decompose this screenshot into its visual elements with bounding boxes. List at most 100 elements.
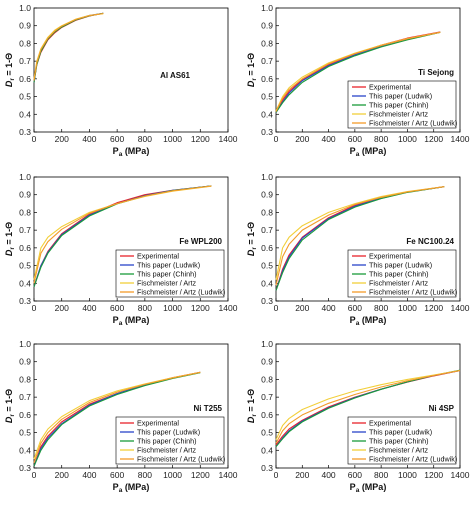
y-tick-label: 1.0 (261, 339, 273, 349)
y-tick-label: 0.8 (19, 207, 31, 217)
x-tick-label: 1200 (424, 303, 443, 313)
x-tick-label: 1000 (398, 303, 417, 313)
material-label: Fe WPL200 (179, 237, 222, 246)
x-tick-label: 200 (295, 470, 309, 480)
x-tick-label: 600 (110, 470, 124, 480)
x-tick-label: 1000 (398, 470, 417, 480)
x-tick-label: 1200 (191, 303, 210, 313)
y-tick-label: 0.9 (19, 190, 31, 200)
y-tick-label: 0.4 (261, 109, 273, 119)
x-tick-label: 400 (82, 134, 96, 144)
series-line (275, 31, 441, 112)
y-tick-label: 0.3 (261, 127, 273, 137)
x-tick-label: 1400 (219, 303, 238, 313)
x-tick-label: 1400 (451, 303, 470, 313)
x-tick-label: 800 (374, 303, 388, 313)
y-tick-label: 0.5 (261, 428, 273, 438)
x-tick-label: 1000 (163, 470, 182, 480)
x-tick-label: 600 (110, 303, 124, 313)
y-axis-label: Dr = 1-Θ (4, 222, 16, 256)
legend-entry: Fischmeister / Artz (Ludwik) (369, 288, 457, 297)
chart-panel: 0.3 0.4 0.5 0.6 0.7 0.8 0.9 1.0 0 200 400 600 800 100… (4, 3, 238, 158)
y-tick-label: 0.3 (19, 463, 31, 473)
y-tick-label: 0.8 (19, 374, 31, 384)
series-line (275, 370, 461, 440)
x-tick-label: 400 (82, 303, 96, 313)
legend-entry: Experimental (137, 419, 179, 428)
material-label: Fe NC100.24 (406, 237, 454, 246)
legend-entry: Fischmeister / Artz (369, 446, 429, 455)
x-tick-label: 200 (295, 134, 309, 144)
x-tick-label: 1400 (451, 470, 470, 480)
y-tick-label: 0.9 (261, 357, 273, 367)
x-tick-label: 400 (321, 134, 335, 144)
y-tick-label: 1.0 (19, 3, 31, 13)
chart-panel: 0.3 0.4 0.5 0.6 0.7 0.8 0.9 1.0 0 200 400 600 800 100… (4, 172, 238, 327)
y-tick-label: 0.3 (19, 296, 31, 306)
y-tick-label: 0.6 (261, 74, 273, 84)
y-tick-label: 0.9 (261, 190, 273, 200)
y-tick-label: 0.6 (19, 74, 31, 84)
y-tick-label: 0.5 (19, 428, 31, 438)
legend-entry: This paper (Chinh) (137, 437, 197, 446)
y-tick-label: 0.6 (19, 410, 31, 420)
x-tick-label: 200 (55, 303, 69, 313)
legend-entry: Experimental (369, 83, 411, 92)
x-tick-label: 0 (32, 134, 37, 144)
x-tick-label: 800 (138, 303, 152, 313)
x-tick-label: 1400 (219, 134, 238, 144)
y-tick-label: 0.9 (19, 357, 31, 367)
legend-entry: Fischmeister / Artz (137, 279, 197, 288)
x-tick-label: 200 (295, 303, 309, 313)
x-tick-label: 0 (32, 303, 37, 313)
y-tick-label: 0.3 (19, 127, 31, 137)
material-label: Ni 4SP (429, 404, 455, 413)
legend-entry: Fischmeister / Artz (Ludwik) (369, 455, 457, 464)
x-tick-label: 800 (138, 134, 152, 144)
legend-entry: Experimental (369, 252, 411, 261)
legend-entry: This paper (Ludwik) (137, 261, 200, 270)
x-tick-label: 800 (374, 134, 388, 144)
x-tick-label: 1000 (163, 303, 182, 313)
x-axis-label: Pa (MPa) (113, 482, 150, 494)
y-tick-label: 0.4 (19, 109, 31, 119)
x-tick-label: 400 (321, 470, 335, 480)
legend-entry: Fischmeister / Artz (Ludwik) (369, 119, 457, 128)
y-tick-label: 0.4 (19, 278, 31, 288)
series-line (275, 186, 445, 286)
y-axis-label: Dr = 1-Θ (246, 222, 258, 256)
x-tick-label: 200 (55, 470, 69, 480)
y-tick-label: 0.6 (261, 410, 273, 420)
x-axis-label: Pa (MPa) (350, 315, 387, 327)
y-tick-label: 0.6 (19, 243, 31, 253)
x-tick-label: 800 (374, 470, 388, 480)
x-axis-label: Pa (MPa) (113, 315, 150, 327)
x-tick-label: 600 (110, 134, 124, 144)
chart-panel: 0.3 0.4 0.5 0.6 0.7 0.8 0.9 1.0 0 200 400 600 800 100… (246, 339, 470, 494)
y-tick-label: 0.9 (19, 21, 31, 31)
x-tick-label: 1000 (398, 134, 417, 144)
x-tick-label: 1400 (451, 134, 470, 144)
y-tick-label: 1.0 (261, 3, 273, 13)
x-tick-label: 800 (138, 470, 152, 480)
x-tick-label: 200 (55, 134, 69, 144)
x-axis-label: Pa (MPa) (350, 482, 387, 494)
x-axis-label: Pa (MPa) (350, 146, 387, 158)
series-line (33, 185, 212, 284)
x-tick-label: 1200 (424, 134, 443, 144)
legend-entry: Fischmeister / Artz (369, 279, 429, 288)
legend-entry: This paper (Ludwik) (137, 428, 200, 437)
y-tick-label: 0.5 (261, 92, 273, 102)
y-tick-label: 0.7 (19, 56, 31, 66)
y-tick-label: 1.0 (261, 172, 273, 182)
legend-entry: Fischmeister / Artz (369, 110, 429, 119)
legend-entry: Fischmeister / Artz (Ludwik) (137, 455, 225, 464)
y-tick-label: 0.6 (261, 243, 273, 253)
series-line (275, 370, 461, 444)
plot-frame (33, 7, 229, 133)
y-tick-label: 1.0 (19, 339, 31, 349)
y-tick-label: 0.8 (261, 374, 273, 384)
series-line (33, 372, 201, 467)
legend-entry: This paper (Chinh) (369, 101, 429, 110)
